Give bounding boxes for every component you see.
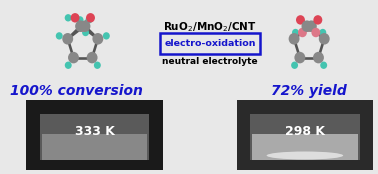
Ellipse shape: [266, 152, 343, 160]
Circle shape: [320, 62, 327, 69]
Circle shape: [77, 16, 84, 24]
Bar: [237, 100, 373, 170]
Circle shape: [313, 52, 324, 63]
Circle shape: [75, 20, 86, 32]
Circle shape: [78, 22, 87, 32]
Circle shape: [291, 62, 298, 69]
Circle shape: [292, 29, 299, 36]
Text: electro-oxidation: electro-oxidation: [164, 39, 256, 49]
Circle shape: [71, 13, 79, 23]
Circle shape: [296, 15, 305, 25]
Circle shape: [319, 33, 330, 45]
Text: neutral electrolyte: neutral electrolyte: [162, 57, 258, 65]
Circle shape: [103, 32, 110, 39]
Circle shape: [62, 33, 73, 45]
Bar: [250, 114, 359, 160]
Circle shape: [86, 13, 95, 23]
Circle shape: [306, 20, 317, 32]
Circle shape: [305, 22, 314, 32]
Text: 298 K: 298 K: [285, 125, 325, 138]
Circle shape: [319, 29, 326, 36]
FancyBboxPatch shape: [160, 33, 260, 54]
Circle shape: [311, 28, 320, 37]
Circle shape: [68, 52, 79, 63]
Circle shape: [294, 52, 305, 63]
Circle shape: [56, 32, 63, 39]
Text: RuO$_2$/MnO$_2$/CNT: RuO$_2$/MnO$_2$/CNT: [163, 20, 257, 34]
Bar: [42, 135, 147, 160]
Circle shape: [298, 28, 307, 37]
Circle shape: [94, 62, 101, 69]
Bar: [26, 100, 163, 170]
Circle shape: [92, 33, 103, 45]
Circle shape: [302, 20, 312, 32]
Circle shape: [65, 62, 72, 69]
Circle shape: [313, 15, 322, 25]
Text: 72% yield: 72% yield: [271, 84, 347, 98]
Circle shape: [87, 52, 98, 63]
Circle shape: [289, 33, 299, 45]
Circle shape: [85, 16, 92, 24]
Bar: [40, 114, 149, 160]
Bar: [252, 135, 358, 160]
Circle shape: [79, 20, 90, 32]
Text: 100% conversion: 100% conversion: [10, 84, 143, 98]
Circle shape: [82, 29, 89, 36]
Text: 333 K: 333 K: [74, 125, 115, 138]
Circle shape: [65, 14, 71, 21]
